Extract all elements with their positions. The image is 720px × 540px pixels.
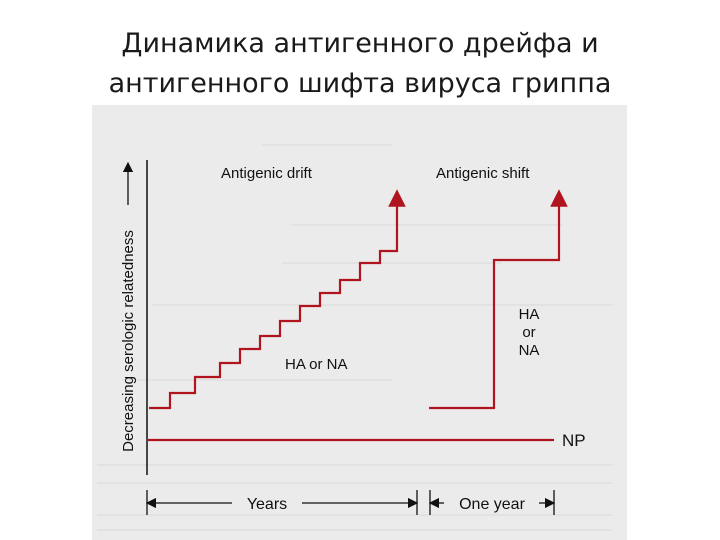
ha-shift-label: HA — [519, 306, 540, 323]
scan-texture — [97, 144, 612, 531]
na-shift-label: NA — [519, 342, 540, 359]
or-shift-label: or — [522, 324, 535, 341]
antigenic-shift-label: Antigenic shift — [436, 165, 530, 182]
slide-title-line-1: Динамика антигенного дрейфа и — [121, 28, 599, 59]
years-label: Years — [247, 496, 287, 513]
slide-title: Динамика антигенного дрейфа и антигенног… — [0, 24, 720, 104]
ha-or-na-drift-label: HA or NA — [285, 356, 348, 373]
antigenic-drift-label: Antigenic drift — [221, 165, 313, 182]
antigenic-shift-line — [429, 189, 568, 410]
y-axis-label: Decreasing serologic relatedness — [120, 230, 137, 452]
slide-title-line-2: антигенного шифта вируса гриппа — [108, 68, 612, 99]
scanned-figure-background — [92, 105, 627, 540]
antigenic-drift-shift-figure: Decreasing serologic relatedness Antigen… — [97, 144, 612, 531]
np-label: NP — [562, 431, 586, 450]
one-year-label: One year — [459, 496, 525, 513]
antigenic-drift-staircase — [149, 189, 406, 410]
